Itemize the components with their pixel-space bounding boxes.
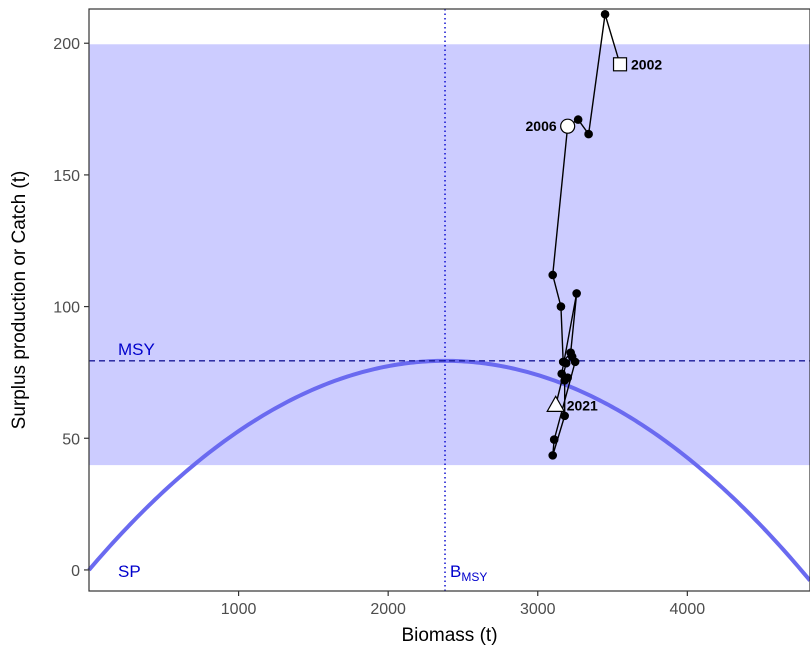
x-axis-title: Biomass (t) bbox=[401, 625, 497, 646]
year-annotations: 2002 2006 2021 bbox=[526, 56, 663, 413]
y-axis-title: Surplus production or Catch (t) bbox=[9, 171, 30, 430]
data-point bbox=[567, 352, 577, 361]
msy-label: MSY bbox=[118, 340, 155, 359]
marker-circle bbox=[560, 118, 576, 134]
year-label: 2006 bbox=[526, 118, 557, 134]
data-point bbox=[548, 270, 558, 280]
reference-lines bbox=[89, 9, 810, 591]
y-tick-label: 50 bbox=[62, 431, 80, 448]
year-label: 2021 bbox=[567, 397, 598, 413]
bmsy-label: BMSY bbox=[450, 562, 487, 584]
catch-band-rect bbox=[89, 44, 810, 466]
x-tick-label: 2000 bbox=[370, 601, 406, 618]
data-point bbox=[584, 129, 593, 139]
year-label: 2002 bbox=[631, 56, 662, 72]
catch-range-band bbox=[89, 44, 810, 466]
marker-triangle bbox=[546, 395, 566, 412]
y-tick-label: 150 bbox=[53, 168, 80, 185]
axes: 1000 2000 3000 4000 0 50 100 150 200 bbox=[53, 8, 810, 618]
data-point bbox=[549, 435, 559, 444]
x-tick-label: 4000 bbox=[670, 601, 706, 618]
y-tick-label: 100 bbox=[53, 300, 80, 317]
data-point bbox=[573, 115, 583, 124]
data-point bbox=[561, 358, 571, 368]
y-tick-label: 200 bbox=[53, 36, 80, 53]
sp-label: SP bbox=[118, 562, 141, 581]
data-point bbox=[600, 9, 610, 19]
y-tick-label: 0 bbox=[71, 563, 80, 580]
bmsy-label-main: B bbox=[450, 562, 461, 581]
data-point bbox=[560, 411, 569, 421]
x-tick-label: 1000 bbox=[221, 601, 257, 618]
catch-points bbox=[548, 9, 610, 460]
marker-square bbox=[612, 57, 628, 72]
data-point bbox=[556, 302, 566, 311]
data-point bbox=[548, 451, 558, 460]
data-point bbox=[572, 289, 581, 298]
data-point bbox=[560, 376, 569, 385]
bmsy-label-subscript: MSY bbox=[461, 570, 487, 584]
x-tick-label: 3000 bbox=[520, 601, 556, 618]
plot-border bbox=[88, 8, 810, 592]
